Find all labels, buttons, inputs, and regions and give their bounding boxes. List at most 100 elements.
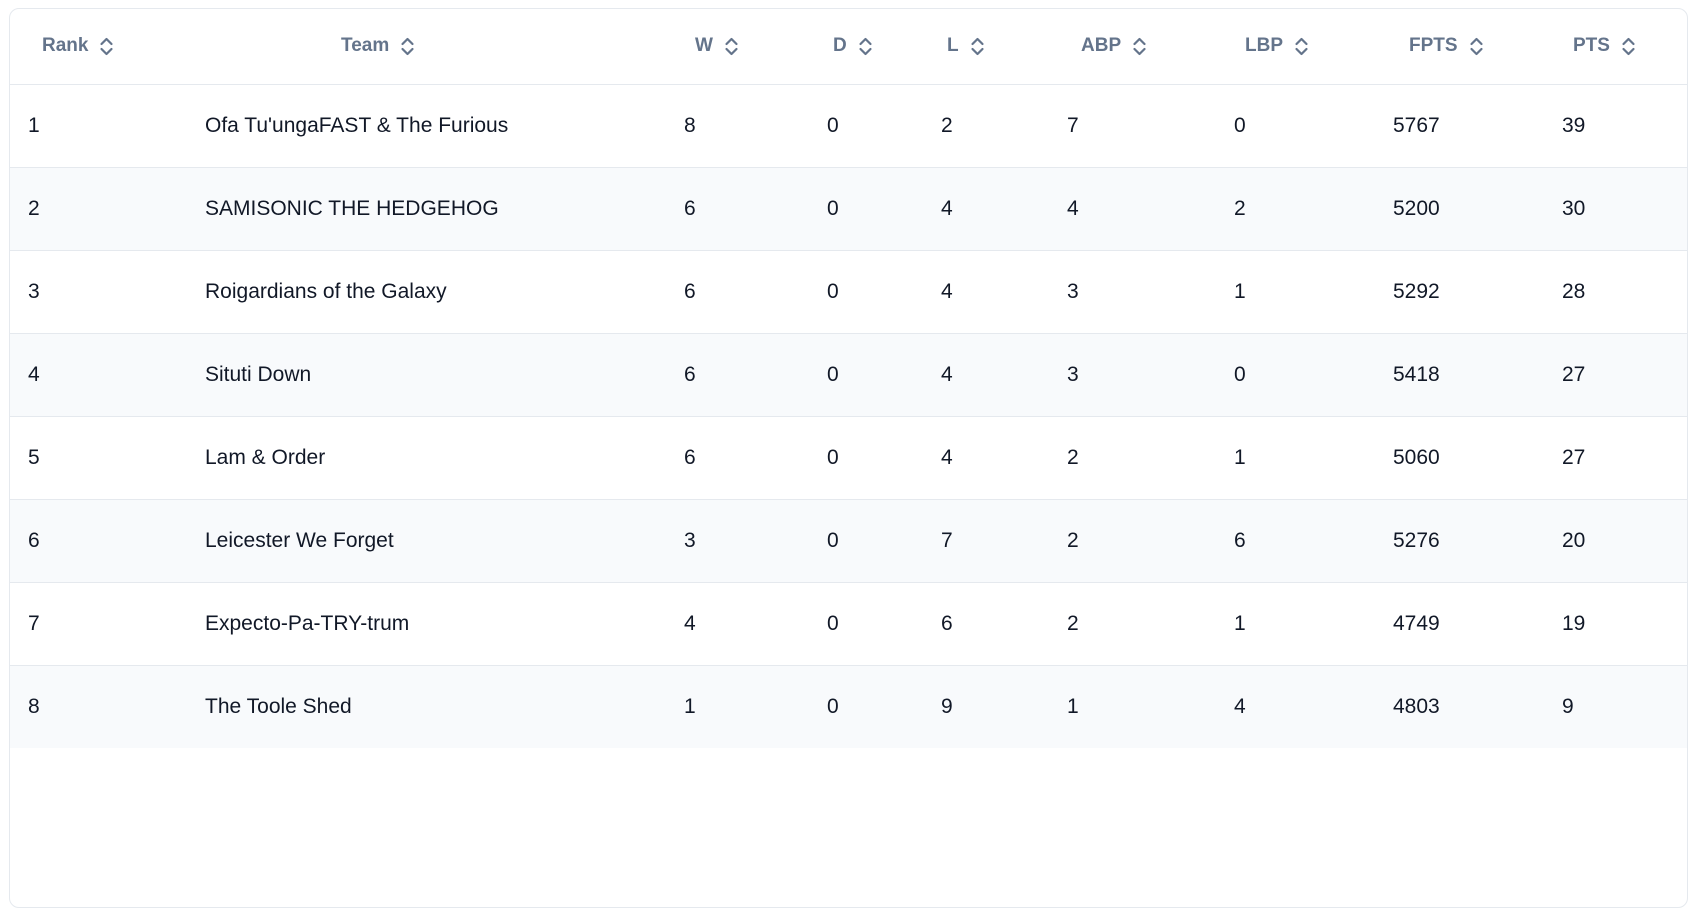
- column-label-w: W: [695, 35, 713, 57]
- cell-d: 0: [827, 694, 839, 718]
- column-header-l[interactable]: L: [911, 9, 1041, 84]
- cell-rank: 5: [28, 445, 40, 469]
- cell-rank: 7: [28, 611, 40, 635]
- column-header-fpts[interactable]: FPTS: [1361, 9, 1531, 84]
- cell-w: 8: [684, 113, 696, 137]
- standings-table-body: 1 Ofa Tu'ungaFAST & The Furious 8 0 2 7 0 5767 3…: [10, 84, 1687, 748]
- spacer-cell: [1681, 333, 1687, 416]
- cell-abp: 2: [1067, 445, 1079, 469]
- cell-team: Leicester We Forget: [205, 528, 394, 552]
- column-label-abp: ABP: [1081, 35, 1122, 57]
- cell-fpts: 5200: [1393, 196, 1440, 220]
- spacer-cell: [1681, 167, 1687, 250]
- cell-fpts: 5060: [1393, 445, 1440, 469]
- cell-abp: 2: [1067, 611, 1079, 635]
- column-header-rank[interactable]: Rank: [10, 9, 161, 84]
- cell-d: 0: [827, 528, 839, 552]
- table-row: 3 Roigardians of the Galaxy 6 0 4 3 1 5292 28: [10, 250, 1687, 333]
- cell-pts: 27: [1562, 362, 1586, 386]
- cell-d: 0: [827, 113, 839, 137]
- column-header-lbp[interactable]: LBP: [1201, 9, 1361, 84]
- column-label-d: D: [833, 35, 847, 57]
- cell-l: 6: [941, 611, 953, 635]
- cell-rank: 8: [28, 694, 40, 718]
- table-row: 2 SAMISONIC THE HEDGEHOG 6 0 4 4 2 5200 30: [10, 167, 1687, 250]
- cell-pts: 20: [1562, 528, 1586, 552]
- cell-fpts: 4749: [1393, 611, 1440, 635]
- cell-fpts: 5418: [1393, 362, 1440, 386]
- cell-l: 4: [941, 362, 953, 386]
- cell-team: Expecto-Pa-TRY-trum: [205, 611, 410, 635]
- column-header-d[interactable]: D: [801, 9, 911, 84]
- column-label-l: L: [947, 35, 959, 57]
- cell-pts: 28: [1562, 279, 1586, 303]
- cell-l: 9: [941, 694, 953, 718]
- cell-l: 7: [941, 528, 953, 552]
- table-row: 5 Lam & Order 6 0 4 2 1 5060 27: [10, 416, 1687, 499]
- sort-chevrons-icon: [971, 37, 984, 55]
- standings-table: Rank Team W: [10, 9, 1687, 748]
- cell-abp: 1: [1067, 694, 1079, 718]
- cell-fpts: 5767: [1393, 113, 1440, 137]
- sort-chevrons-icon: [401, 37, 414, 55]
- spacer-cell: [1681, 665, 1687, 748]
- cell-rank: 4: [28, 362, 40, 386]
- cell-pts: 19: [1562, 611, 1586, 635]
- spacer-cell: [1681, 84, 1687, 167]
- cell-abp: 4: [1067, 196, 1079, 220]
- cell-d: 0: [827, 611, 839, 635]
- cell-abp: 3: [1067, 362, 1079, 386]
- column-header-abp[interactable]: ABP: [1041, 9, 1201, 84]
- cell-pts: 39: [1562, 113, 1586, 137]
- sort-chevrons-icon: [1295, 37, 1308, 55]
- column-header-team[interactable]: Team: [161, 9, 651, 84]
- cell-team: SAMISONIC THE HEDGEHOG: [205, 196, 499, 220]
- cell-team: Roigardians of the Galaxy: [205, 279, 447, 303]
- cell-lbp: 1: [1234, 611, 1246, 635]
- cell-w: 6: [684, 445, 696, 469]
- column-header-w[interactable]: W: [651, 9, 801, 84]
- cell-l: 2: [941, 113, 953, 137]
- cell-fpts: 4803: [1393, 694, 1440, 718]
- spacer-cell: [1681, 499, 1687, 582]
- spacer-header: [1681, 9, 1687, 84]
- cell-lbp: 0: [1234, 362, 1246, 386]
- column-label-team: Team: [341, 35, 390, 57]
- table-row: 4 Situti Down 6 0 4 3 0 5418 27: [10, 333, 1687, 416]
- cell-abp: 3: [1067, 279, 1079, 303]
- table-row: 6 Leicester We Forget 3 0 7 2 6 5276 20: [10, 499, 1687, 582]
- sort-chevrons-icon: [1133, 37, 1146, 55]
- cell-lbp: 4: [1234, 694, 1246, 718]
- cell-pts: 27: [1562, 445, 1586, 469]
- spacer-cell: [1681, 582, 1687, 665]
- cell-d: 0: [827, 196, 839, 220]
- table-row: 1 Ofa Tu'ungaFAST & The Furious 8 0 2 7 0 5767 3…: [10, 84, 1687, 167]
- cell-abp: 7: [1067, 113, 1079, 137]
- column-header-pts[interactable]: PTS: [1531, 9, 1681, 84]
- cell-rank: 6: [28, 528, 40, 552]
- column-label-lbp: LBP: [1245, 35, 1283, 57]
- cell-l: 4: [941, 196, 953, 220]
- cell-l: 4: [941, 279, 953, 303]
- cell-abp: 2: [1067, 528, 1079, 552]
- cell-w: 6: [684, 362, 696, 386]
- cell-lbp: 0: [1234, 113, 1246, 137]
- cell-d: 0: [827, 362, 839, 386]
- cell-w: 6: [684, 196, 696, 220]
- cell-team: Situti Down: [205, 362, 312, 386]
- cell-w: 1: [684, 694, 696, 718]
- spacer-cell: [1681, 416, 1687, 499]
- column-label-pts: PTS: [1573, 35, 1610, 57]
- cell-w: 3: [684, 528, 696, 552]
- cell-lbp: 6: [1234, 528, 1246, 552]
- cell-rank: 1: [28, 113, 40, 137]
- sort-chevrons-icon: [100, 37, 114, 55]
- cell-lbp: 2: [1234, 196, 1246, 220]
- cell-w: 6: [684, 279, 696, 303]
- column-label-rank: Rank: [42, 35, 89, 57]
- cell-team: Lam & Order: [205, 445, 326, 469]
- cell-team: The Toole Shed: [205, 694, 352, 718]
- header-row: Rank Team W: [10, 9, 1687, 84]
- sort-chevrons-icon: [1622, 37, 1635, 55]
- cell-fpts: 5292: [1393, 279, 1440, 303]
